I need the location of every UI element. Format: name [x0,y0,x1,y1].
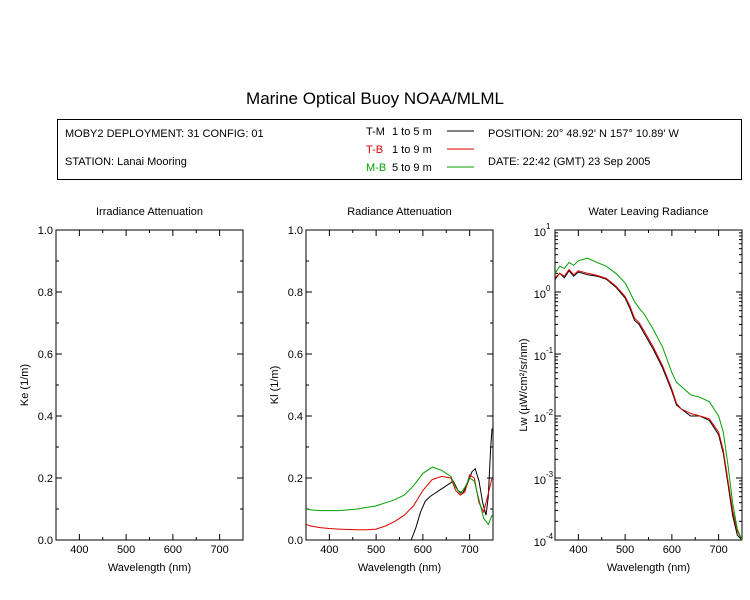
legend-mb-label: 5 to 9 m [392,162,432,174]
panel1-xtick-label: 600 [164,544,182,556]
panel3-ytick-exponent: 1 [546,222,551,231]
panel3-ytick-exponent: -1 [546,346,554,355]
panel3-ytick-label: 10 [534,475,546,487]
panel3-ytick-exponent: 0 [546,284,551,293]
panel2-ytick-label: 1.0 [288,225,303,237]
deployment-text: MOBY2 DEPLOYMENT: 31 CONFIG: 01 [65,128,264,140]
panel3-series-t-b [554,268,743,541]
panel1-title: Irradiance Attenuation [95,206,204,218]
panel2-series-t-m [410,428,493,541]
panel1-xtick-label: 700 [210,544,228,556]
panel3-ytick-exponent: -3 [546,470,554,479]
legend-tm-name: T-M [366,126,385,138]
panel3-series-m-b [554,257,743,541]
panel3-title: Water Leaving Radiance [588,206,709,218]
panel3-ytick-label: 10 [534,289,546,301]
panel3-xlabel: Wavelength (nm) [607,562,690,574]
legend-mb-name: M-B [366,162,387,174]
panel1-ytick-label: 0.2 [38,473,53,485]
panel2-xlabel: Wavelength (nm) [358,562,441,574]
panel1-ytick-label: 0.6 [38,349,53,361]
panel1-xtick-label: 400 [70,544,88,556]
panel2-xtick-label: 700 [460,544,478,556]
panel3-ylabel: Lw (µW/cm²/sr/nm) [518,338,530,431]
panel3-xtick-label: 400 [569,544,587,556]
panel1-ytick-label: 0.4 [38,411,53,423]
panel2-title: Radiance Attenuation [347,206,452,218]
panel2-xtick-label: 500 [367,544,385,556]
legend-tb-label: 1 to 9 m [392,144,432,156]
info-box: MOBY2 DEPLOYMENT: 31 CONFIG: 01 STATION:… [57,119,742,180]
panel2-ytick-label: 0.0 [288,535,303,547]
panel1-ytick-label: 0.0 [38,535,53,547]
panel3-xtick-label: 600 [663,544,681,556]
panel3-frame [554,229,743,541]
panel2-ytick-label: 0.2 [288,473,303,485]
panel2-xtick-label: 400 [320,544,338,556]
panel2-ytick-label: 0.4 [288,411,303,423]
legend-tm-label: 1 to 5 m [392,126,432,138]
panel2-series-m-b [305,466,493,526]
chart-main-title: Marine Optical Buoy NOAA/MLML [246,89,504,108]
panel2-series-t-b [305,474,493,531]
panel1-xtick-label: 500 [117,544,135,556]
panel2-xtick-label: 600 [414,544,432,556]
panel3-ytick-exponent: -4 [546,532,554,541]
panel3-ytick-label: 10 [534,351,546,363]
legend-tb-name: T-B [366,144,384,156]
panel3-xtick-label: 500 [616,544,634,556]
panel3-ytick-label: 10 [534,227,546,239]
panel2-ytick-label: 0.8 [288,287,303,299]
panel1-xlabel: Wavelength (nm) [108,562,191,574]
panel2-ylabel: Kl (1/m) [269,366,281,405]
panel3-xtick-label: 700 [709,544,727,556]
station-text: STATION: Lanai Mooring [65,156,187,168]
position-text: POSITION: 20° 48.92' N 157° 10.89' W [488,128,679,140]
panel2-ytick-label: 0.6 [288,349,303,361]
panel3-series-t-m [554,269,743,541]
legend-swatches [447,130,474,168]
date-text: DATE: 22:42 (GMT) 23 Sep 2005 [488,156,651,168]
panel1-frame [55,229,244,541]
panel2-frame [305,229,494,541]
panel1-ytick-label: 1.0 [38,225,53,237]
panel1-ytick-label: 0.8 [38,287,53,299]
panel1-ylabel: Ke (1/m) [19,364,31,406]
panel3-ytick-exponent: -2 [546,408,554,417]
panel3-ytick-label: 10 [534,537,546,549]
panel3-ytick-label: 10 [534,413,546,425]
